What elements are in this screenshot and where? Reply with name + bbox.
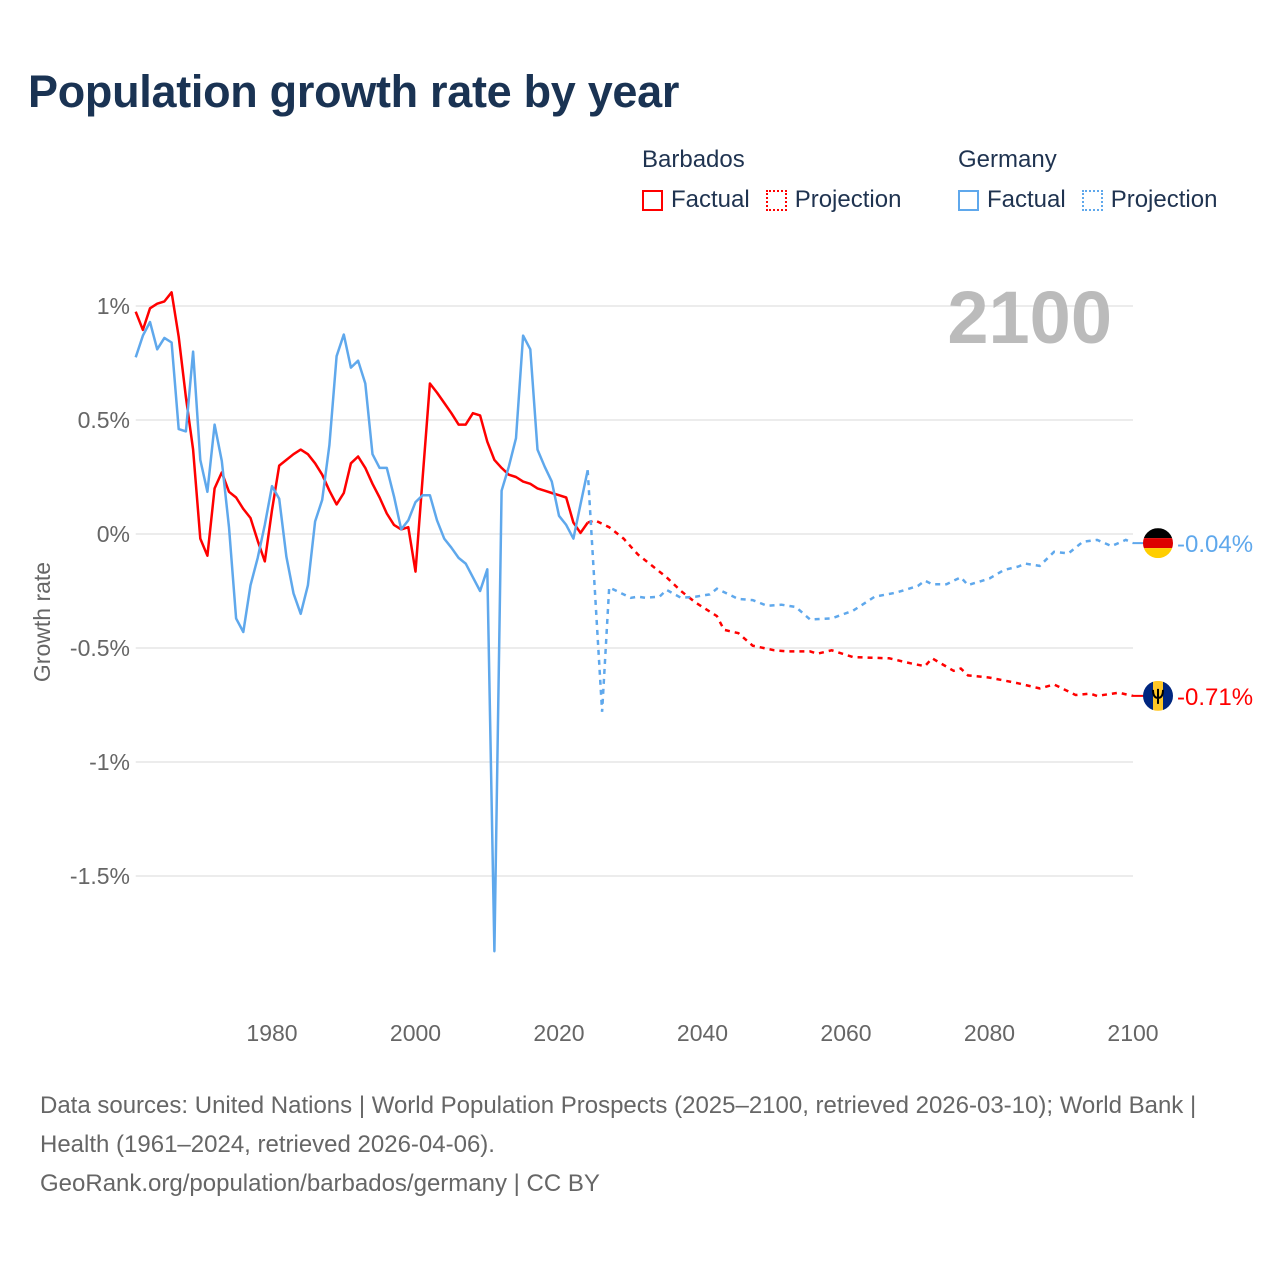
flag-stripe	[1143, 680, 1153, 711]
germany-projection-line	[586, 470, 1134, 712]
data-sources: Data sources: United Nations | World Pop…	[40, 1092, 1197, 1158]
barbados-flag-icon	[1143, 680, 1173, 711]
flag-fill	[1143, 680, 1173, 711]
flag-stripe	[1143, 538, 1173, 549]
trident-icon	[1152, 688, 1164, 704]
legend-item-germany-projection[interactable]: Projection	[1081, 186, 1218, 214]
footer: Data sources: United Nations | World Pop…	[40, 1086, 1240, 1203]
germany-factual-line	[134, 320, 589, 953]
legend-label: Factual	[987, 186, 1066, 213]
y-tick-label: 0%	[97, 521, 130, 547]
x-tick-label: 2100	[1107, 1020, 1158, 1046]
solid-swatch-icon	[958, 189, 979, 211]
legend-group-germany: Germany Factual Projection	[958, 144, 1233, 214]
flag-stripe	[1143, 528, 1173, 539]
y-tick-label: 1%	[97, 293, 130, 319]
legend-item-barbados-projection[interactable]: Projection	[765, 186, 902, 214]
germany-flag-icon	[1143, 528, 1173, 559]
legend-label: Factual	[671, 186, 750, 213]
flag-fill	[1143, 528, 1173, 559]
legend-group-barbados: Barbados Factual Projection	[642, 144, 917, 214]
barbados-factual-line	[134, 291, 589, 573]
barbados-end-value-label: -0.71%	[1177, 684, 1253, 711]
y-axis-label: Growth rate	[29, 562, 55, 682]
legend-label: Projection	[1110, 186, 1218, 213]
germany-end-value-label: -0.04%	[1177, 531, 1253, 558]
y-tick-label: -1.5%	[70, 863, 130, 889]
barbados-projection-line	[587, 518, 1134, 698]
legend-country-name: Germany	[958, 146, 1057, 173]
y-tick-label: -0.5%	[70, 635, 130, 661]
flag-stripe	[1143, 548, 1173, 559]
y-tick-label: 0.5%	[78, 407, 130, 433]
legend-label: Projection	[794, 186, 902, 213]
flag-stripe	[1163, 680, 1173, 711]
chart-title: Population growth rate by year	[28, 66, 680, 117]
y-tick-label: -1%	[89, 749, 130, 775]
x-tick-label: 2000	[390, 1020, 441, 1046]
x-tick-label: 2080	[964, 1020, 1015, 1046]
current-year-label: 2100	[947, 276, 1112, 359]
legend-item-barbados-factual[interactable]: Factual	[642, 186, 750, 214]
x-tick-label: 2020	[533, 1020, 584, 1046]
dotted-swatch-icon	[765, 189, 787, 211]
x-tick-label: 2040	[677, 1020, 728, 1046]
solid-swatch-icon	[642, 189, 663, 211]
x-tick-label: 2060	[820, 1020, 871, 1046]
credit-link[interactable]: GeoRank.org/population/barbados/germany …	[40, 1170, 600, 1197]
legend-country-name: Barbados	[642, 146, 745, 173]
dotted-swatch-icon	[1081, 189, 1103, 211]
legend-item-germany-factual[interactable]: Factual	[958, 186, 1066, 214]
x-tick-label: 1980	[246, 1020, 297, 1046]
